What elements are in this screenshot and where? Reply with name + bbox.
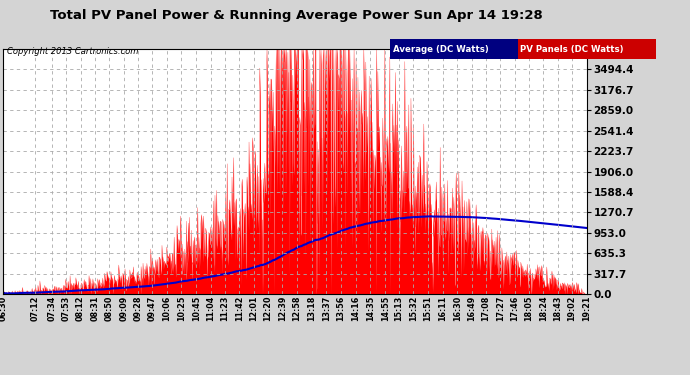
Text: 16:11: 16:11 xyxy=(438,296,447,321)
Text: PV Panels (DC Watts): PV Panels (DC Watts) xyxy=(520,45,624,54)
Text: 08:31: 08:31 xyxy=(90,296,99,321)
Text: 13:56: 13:56 xyxy=(336,296,345,321)
Text: 12:58: 12:58 xyxy=(293,296,302,321)
Text: 09:09: 09:09 xyxy=(119,296,128,321)
Text: 13:37: 13:37 xyxy=(322,296,331,321)
Text: 17:27: 17:27 xyxy=(496,296,505,321)
Text: Copyright 2013 Cartronics.com: Copyright 2013 Cartronics.com xyxy=(7,47,138,56)
Text: 16:49: 16:49 xyxy=(467,296,476,321)
Text: 11:23: 11:23 xyxy=(221,296,230,321)
Text: 09:47: 09:47 xyxy=(148,296,157,321)
Text: 17:08: 17:08 xyxy=(482,296,491,321)
Text: 06:30: 06:30 xyxy=(0,296,8,321)
Text: 10:25: 10:25 xyxy=(177,296,186,321)
Text: 10:45: 10:45 xyxy=(192,296,201,321)
Text: 14:35: 14:35 xyxy=(366,296,375,321)
Text: 11:42: 11:42 xyxy=(235,296,244,321)
Text: 17:46: 17:46 xyxy=(510,296,519,321)
Text: 13:18: 13:18 xyxy=(308,296,317,321)
Text: 19:02: 19:02 xyxy=(568,296,577,321)
Text: Total PV Panel Power & Running Average Power Sun Apr 14 19:28: Total PV Panel Power & Running Average P… xyxy=(50,9,543,22)
Text: 19:21: 19:21 xyxy=(582,296,591,321)
Text: 14:55: 14:55 xyxy=(381,296,390,321)
Text: 12:20: 12:20 xyxy=(264,296,273,321)
Text: 15:51: 15:51 xyxy=(423,296,432,321)
Text: 18:43: 18:43 xyxy=(553,296,562,321)
Text: 11:04: 11:04 xyxy=(206,296,215,321)
Text: 18:24: 18:24 xyxy=(539,296,548,321)
Text: 15:13: 15:13 xyxy=(395,296,404,321)
Text: Average (DC Watts): Average (DC Watts) xyxy=(393,45,489,54)
Text: 09:28: 09:28 xyxy=(134,296,143,321)
Text: 12:01: 12:01 xyxy=(249,296,258,321)
Text: 08:12: 08:12 xyxy=(76,296,85,321)
Text: 07:34: 07:34 xyxy=(48,296,57,321)
Text: 15:32: 15:32 xyxy=(408,296,418,321)
Text: 16:30: 16:30 xyxy=(453,296,462,321)
Text: 18:05: 18:05 xyxy=(524,296,533,321)
Text: 10:06: 10:06 xyxy=(162,296,171,321)
Text: 12:39: 12:39 xyxy=(278,296,287,321)
Text: 14:16: 14:16 xyxy=(351,296,360,321)
Text: 07:53: 07:53 xyxy=(61,296,70,321)
Text: 08:50: 08:50 xyxy=(105,296,114,321)
Text: 07:12: 07:12 xyxy=(31,296,40,321)
